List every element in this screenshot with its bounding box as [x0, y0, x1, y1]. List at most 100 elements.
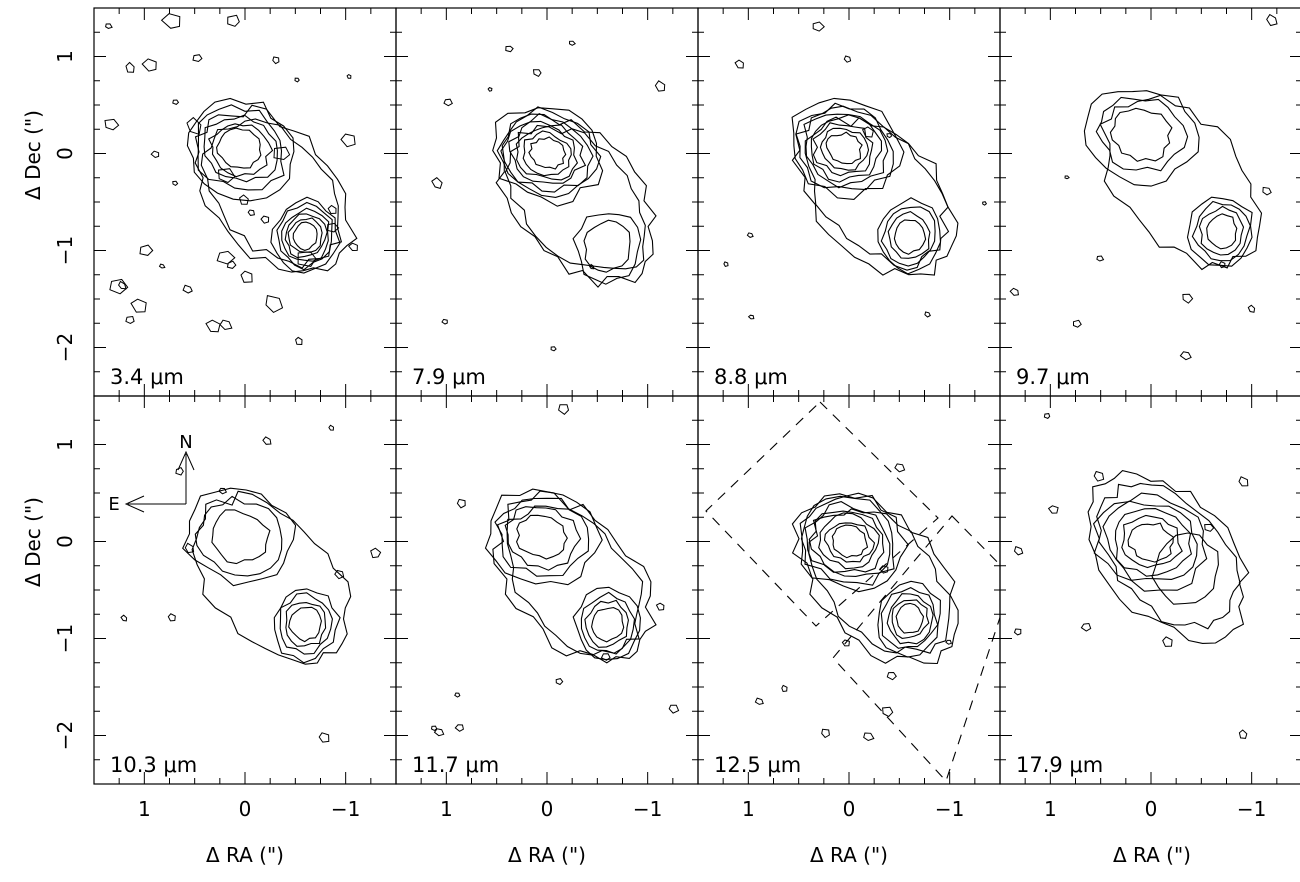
panel-label: 10.3 μm	[110, 753, 197, 777]
noise-contour	[370, 547, 382, 559]
noise-contour	[186, 116, 202, 135]
x-axis-title-3: Δ RA (")	[810, 843, 888, 867]
noise-contour	[1247, 304, 1256, 313]
noise-contour	[600, 653, 611, 661]
contour-envelope	[200, 118, 343, 269]
noise-contour	[1238, 729, 1248, 739]
contour-source-b	[1186, 196, 1253, 267]
contour-source-a	[1102, 500, 1198, 581]
contour-source-a	[186, 97, 295, 202]
noise-contour	[118, 280, 127, 290]
contour-source-a	[800, 495, 895, 586]
contour-source-b	[273, 588, 341, 664]
contour-source-b	[279, 592, 333, 655]
noise-contour	[294, 77, 300, 83]
noise-contour	[754, 697, 764, 705]
contour-source-a	[197, 104, 285, 191]
y-tick-label: 1	[53, 438, 77, 451]
north-label: N	[179, 432, 192, 453]
contour-source-b	[880, 206, 936, 267]
noise-contour	[227, 14, 240, 27]
noise-contour	[297, 251, 317, 267]
contour-source-a	[803, 113, 889, 189]
noise-contour	[1179, 351, 1192, 361]
panel-label: 17.9 μm	[1016, 753, 1103, 777]
contours	[754, 463, 959, 742]
noise-contour	[239, 194, 249, 205]
noise-contour	[172, 99, 180, 105]
noise-contour	[487, 87, 493, 92]
y-axis-labels: Δ Dec (") Δ Dec (")	[21, 110, 45, 587]
y-tick-label: −1	[53, 236, 77, 265]
noise-contour	[326, 222, 340, 233]
contours	[104, 13, 358, 346]
noise-contour	[318, 732, 330, 743]
contour-envelope	[1096, 482, 1241, 630]
noise-contour	[1266, 13, 1278, 27]
y-axis-title-bottom: Δ Dec (")	[21, 497, 45, 587]
noise-contour	[175, 466, 184, 476]
noise-contour	[346, 74, 352, 79]
noise-contour	[550, 346, 557, 352]
slit-outlines	[705, 401, 1000, 783]
noise-contour	[172, 180, 179, 187]
contour-source-b	[270, 196, 341, 274]
noise-contour	[1013, 545, 1024, 556]
contour-envelope	[808, 508, 951, 654]
panel-frame	[999, 395, 1300, 785]
y-tick-label: 0	[53, 535, 77, 548]
noise-contour	[1064, 175, 1070, 180]
north-arrowhead	[177, 450, 195, 471]
contour-source-a	[808, 510, 885, 573]
noise-contour	[1162, 636, 1173, 647]
noise-contour	[158, 263, 166, 269]
noise-contour	[260, 215, 270, 224]
contours	[723, 21, 988, 320]
panel-4: 9.7 μm	[999, 7, 1300, 397]
contour-source-b	[891, 599, 930, 639]
contour-source-a	[1127, 522, 1174, 563]
east-arrowhead	[124, 495, 145, 513]
contour-envelope	[492, 490, 657, 664]
noise-contour	[454, 724, 464, 732]
contours	[120, 424, 382, 743]
contour-source-b	[572, 213, 642, 285]
contour-source-a	[528, 136, 567, 170]
noise-contour	[1043, 413, 1051, 419]
contour-envelope	[506, 505, 644, 656]
contour-source-a	[500, 112, 594, 193]
noise-contour	[746, 232, 754, 238]
noise-contour	[843, 55, 852, 63]
panel-frame	[395, 7, 699, 397]
noise-contour	[265, 294, 284, 314]
noise-contour	[262, 436, 272, 445]
x-tick-label: 1	[440, 797, 453, 821]
panel-label: 9.7 μm	[1016, 365, 1090, 389]
contour-source-b	[887, 210, 931, 259]
noise-contour	[555, 678, 564, 686]
noise-contour	[184, 542, 195, 554]
noise-contour	[505, 45, 514, 53]
panel-frame	[93, 7, 397, 397]
panel-frame	[93, 395, 397, 785]
noise-contour	[430, 725, 438, 731]
contour-source-a	[825, 131, 863, 165]
contour-source-a	[522, 130, 572, 177]
noise-contour	[781, 684, 788, 693]
noise-contour	[1204, 523, 1215, 532]
contour-source-a	[823, 522, 876, 563]
y-tick-label: −1	[53, 624, 77, 653]
contour-source-b	[886, 593, 934, 645]
noise-contour	[734, 59, 744, 69]
noise-contour	[327, 204, 337, 215]
panel-frame	[697, 395, 1001, 785]
x-tick-label: −1	[633, 797, 662, 821]
contour-source-b	[572, 586, 641, 661]
contour-source-b	[288, 606, 322, 643]
noise-contour	[863, 732, 875, 742]
panel-8: 1 0 −1 17.9 μm	[999, 395, 1300, 821]
noise-contour	[861, 126, 874, 138]
contour-source-b	[285, 602, 327, 647]
x-tick-label: 1	[742, 797, 755, 821]
